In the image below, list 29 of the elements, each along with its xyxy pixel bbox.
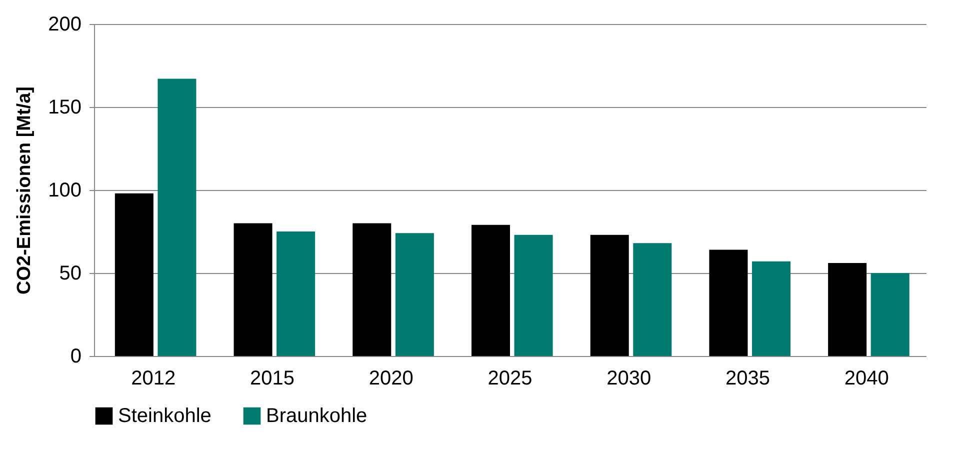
x-tick-label: 2035 — [725, 368, 770, 390]
bar — [276, 232, 316, 356]
bar — [352, 223, 392, 356]
y-tick-label: 200 — [48, 14, 82, 36]
bar — [590, 234, 629, 356]
x-tick-label: 2020 — [368, 368, 414, 390]
x-tick-label: 2040 — [844, 368, 889, 390]
x-tick-label: 2015 — [250, 368, 295, 390]
y-tick-label: 100 — [48, 180, 82, 202]
bar — [114, 193, 154, 356]
bar — [828, 263, 867, 356]
bar — [158, 78, 196, 356]
bar — [234, 223, 272, 356]
bar — [752, 261, 791, 356]
bar — [870, 273, 910, 356]
x-tick-label: 2030 — [606, 368, 652, 390]
y-axis-title: CO2-Emissionen [Mt/a] — [14, 86, 36, 294]
y-tick-label: 50 — [59, 262, 82, 284]
y-tick-label: 150 — [48, 96, 82, 118]
legend-label: Steinkohle — [118, 405, 212, 427]
bar — [514, 234, 553, 356]
bar — [709, 250, 748, 356]
x-tick-label: 2025 — [488, 368, 532, 390]
bar — [395, 233, 434, 356]
legend-label: Braunkohle — [266, 405, 368, 427]
y-tick-label: 0 — [70, 346, 82, 368]
x-tick-label: 2012 — [131, 368, 176, 390]
bar — [471, 224, 510, 356]
bar — [633, 243, 672, 356]
